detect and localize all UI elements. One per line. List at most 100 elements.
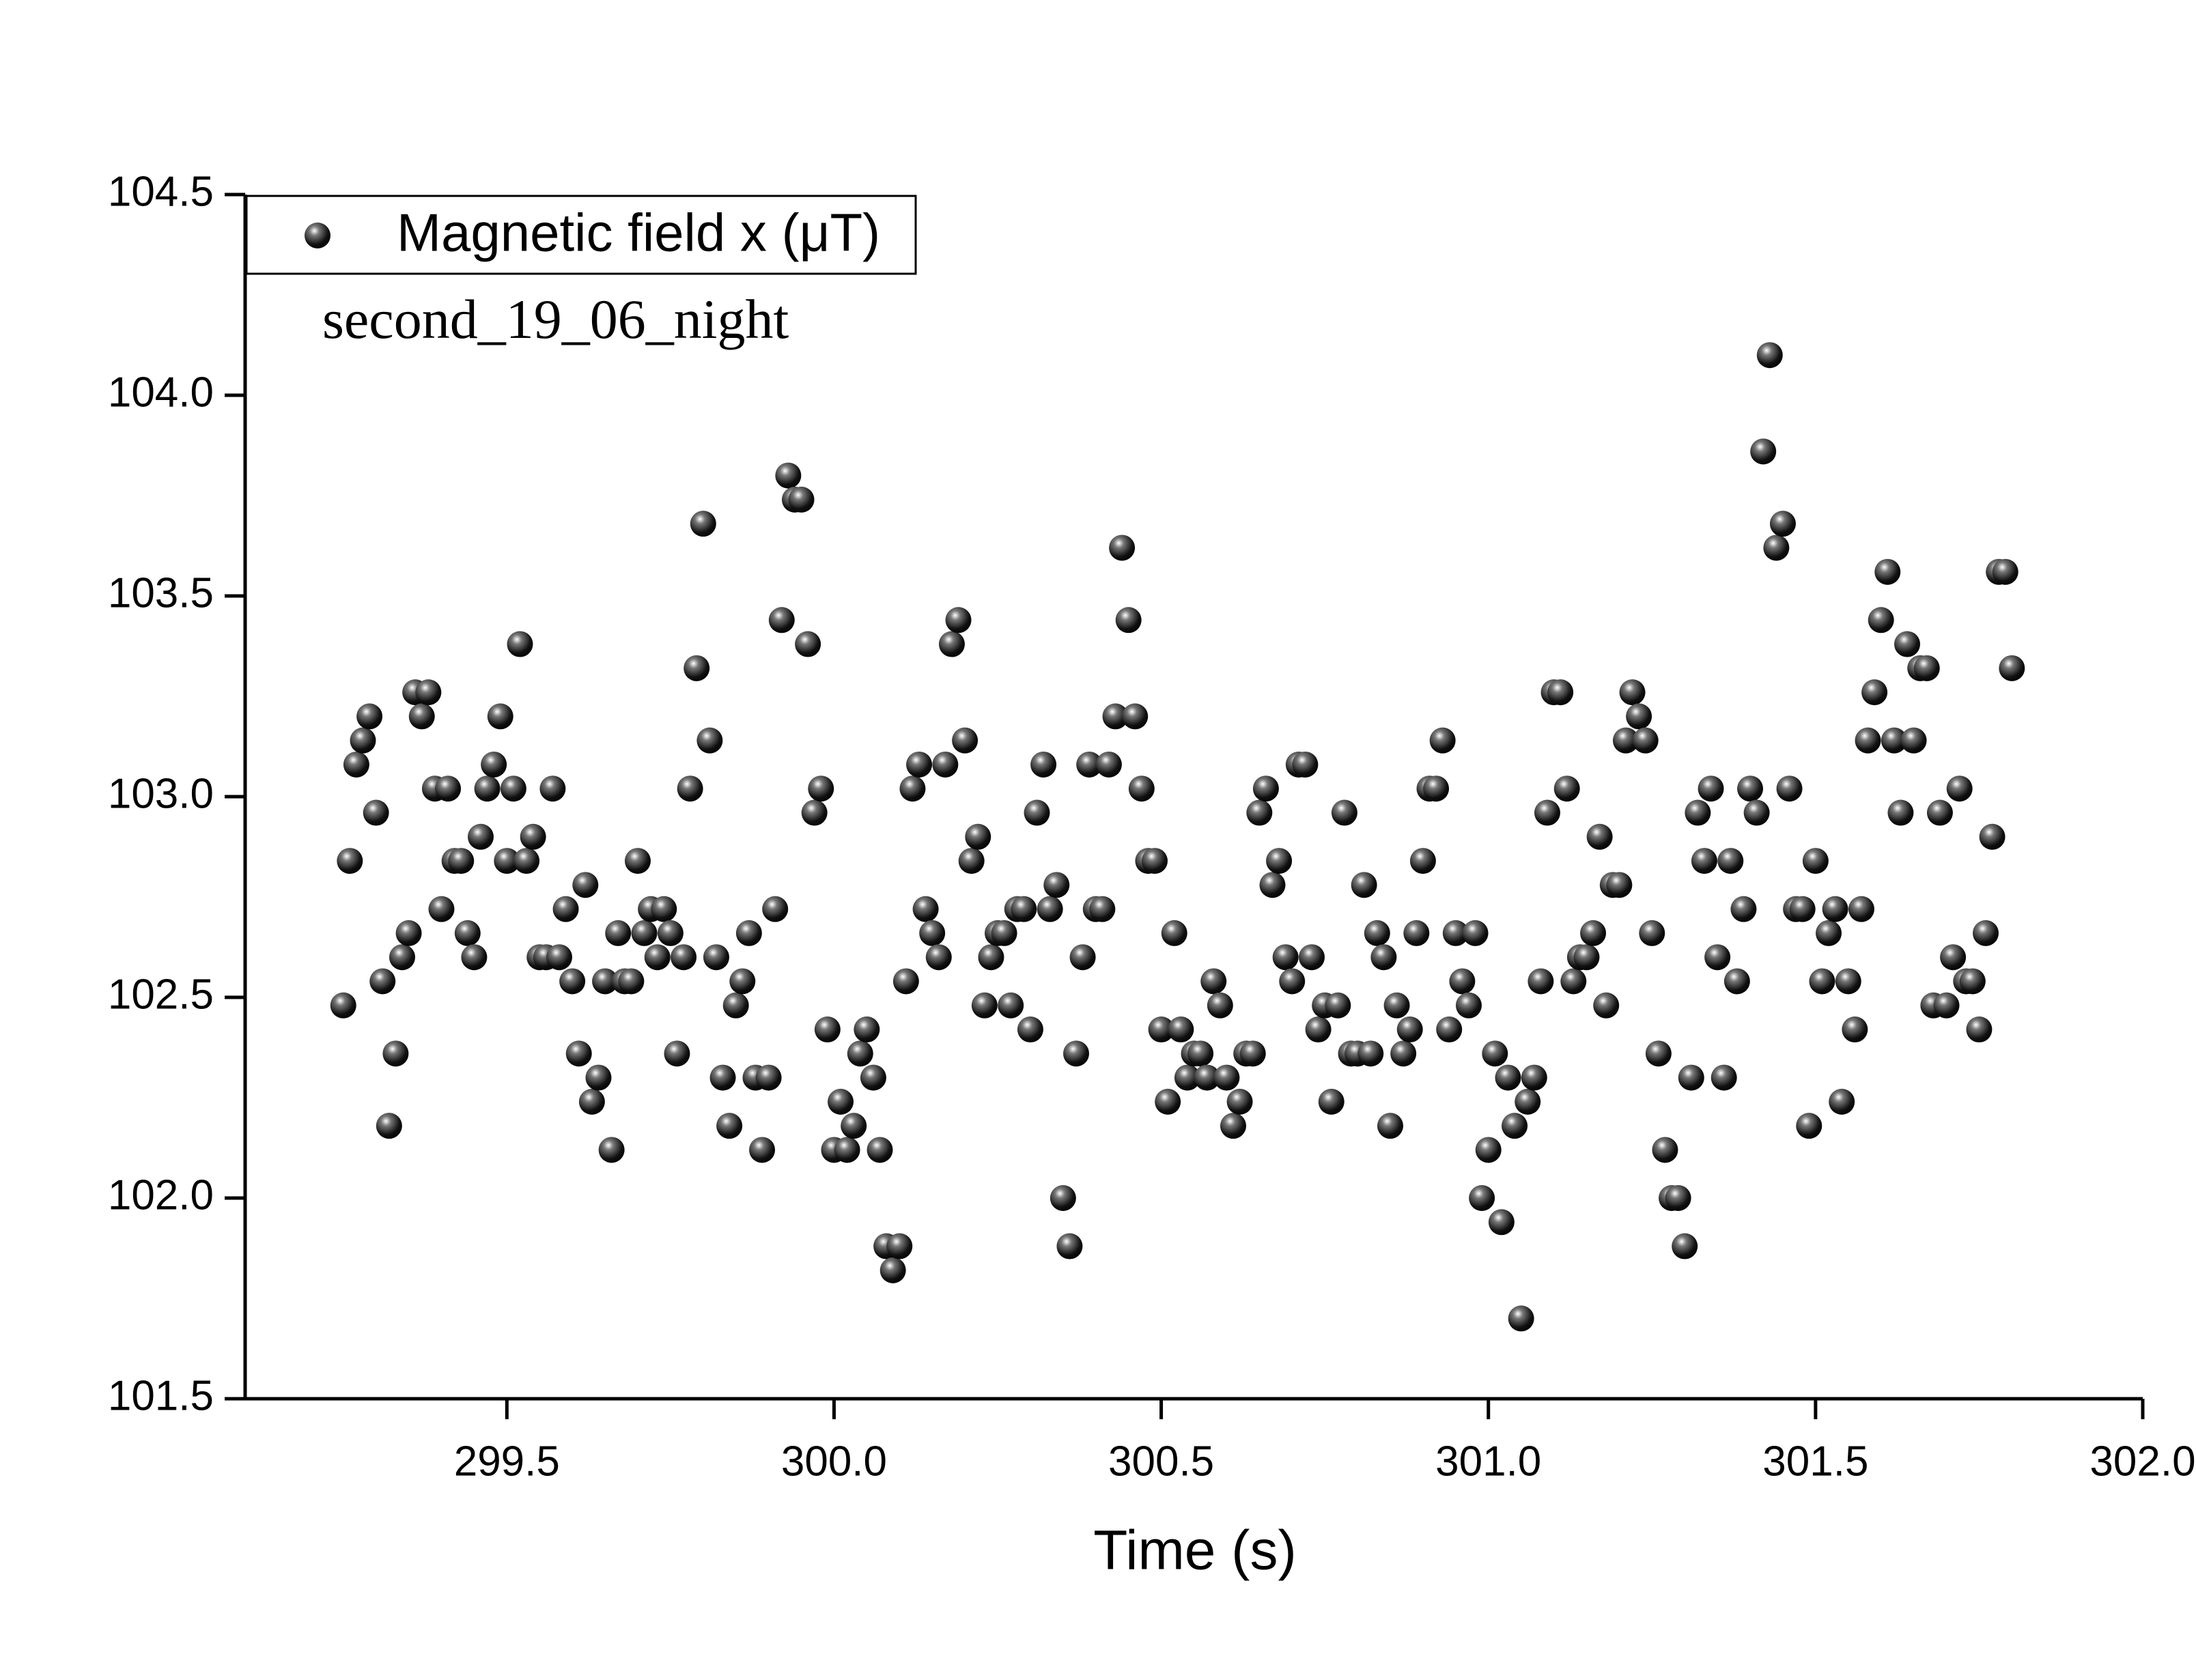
- data-point: [363, 799, 389, 826]
- data-point: [481, 751, 507, 778]
- data-point: [1973, 920, 1999, 946]
- data-point: [1874, 558, 1901, 585]
- data-point: [395, 920, 422, 946]
- data-point: [605, 920, 632, 946]
- data-point: [428, 896, 455, 922]
- data-point: [350, 727, 376, 754]
- data-point: [906, 751, 933, 778]
- data-point: [879, 1257, 906, 1283]
- data-point: [487, 703, 513, 730]
- data-point: [1796, 1113, 1822, 1139]
- data-point: [572, 872, 599, 898]
- data-point: [1940, 944, 1967, 971]
- data-point: [559, 968, 586, 995]
- data-point: [1455, 992, 1482, 1019]
- data-point: [755, 1064, 782, 1091]
- data-point: [1632, 727, 1659, 754]
- data-point: [1685, 799, 1711, 826]
- data-point: [945, 607, 972, 633]
- data-point: [1842, 1016, 1868, 1043]
- data-point: [1024, 799, 1050, 826]
- data-point: [991, 920, 1017, 946]
- data-point: [1802, 848, 1829, 874]
- data-point: [337, 848, 363, 874]
- data-point: [1789, 896, 1816, 922]
- data-point: [978, 944, 1004, 971]
- y-tick-label: 102.0: [108, 1171, 214, 1219]
- y-tick-label: 103.0: [108, 770, 214, 817]
- data-point: [867, 1137, 893, 1163]
- data-point: [664, 1040, 690, 1067]
- data-point: [1095, 751, 1122, 778]
- data-point: [919, 920, 946, 946]
- data-point: [886, 1233, 913, 1259]
- data-point: [729, 968, 756, 995]
- data-point: [1717, 848, 1744, 874]
- data-point: [415, 679, 442, 706]
- data-point: [1521, 1064, 1547, 1091]
- data-point: [1528, 968, 1554, 995]
- data-point: [1619, 679, 1646, 706]
- data-point: [1495, 1064, 1521, 1091]
- data-point: [1390, 1040, 1417, 1067]
- data-point: [578, 1088, 605, 1115]
- legend-marker: [305, 223, 330, 248]
- data-point: [1449, 968, 1476, 995]
- data-point: [1370, 944, 1397, 971]
- x-tick-label: 302.0: [2089, 1438, 2195, 1485]
- data-point: [998, 992, 1024, 1019]
- data-point: [435, 775, 462, 802]
- legend-box: [245, 195, 917, 275]
- data-point: [1861, 679, 1888, 706]
- data-point: [1626, 703, 1652, 730]
- data-point: [1704, 944, 1731, 971]
- data-point: [1030, 751, 1057, 778]
- data-point: [1763, 535, 1790, 561]
- data-point: [1017, 1016, 1043, 1043]
- data-point: [592, 968, 619, 995]
- data-point: [1409, 848, 1436, 874]
- data-point: [500, 775, 526, 802]
- data-point: [690, 511, 716, 537]
- data-point: [1553, 775, 1580, 802]
- data-point: [1488, 1209, 1515, 1236]
- data-point: [1573, 944, 1600, 971]
- data-point: [1351, 872, 1377, 898]
- data-point: [1534, 799, 1560, 826]
- data-point: [696, 727, 723, 754]
- data-point: [1881, 727, 1907, 754]
- data-point: [1226, 1088, 1253, 1115]
- data-point: [1979, 823, 2005, 850]
- data-point: [1776, 775, 1803, 802]
- data-point: [814, 1016, 841, 1043]
- x-tick-label: 301.0: [1435, 1438, 1541, 1485]
- data-point: [651, 896, 677, 922]
- legend-label: Magnetic field x (μT): [397, 203, 880, 263]
- data-point: [1913, 655, 1940, 681]
- data-point: [1252, 775, 1279, 802]
- data-point: [369, 968, 396, 995]
- data-point: [454, 920, 481, 946]
- x-tick-label: 300.0: [781, 1438, 887, 1485]
- data-point: [1011, 896, 1037, 922]
- data-point: [1436, 1016, 1463, 1043]
- data-point: [1723, 968, 1750, 995]
- data-point: [808, 775, 834, 802]
- data-point: [389, 944, 415, 971]
- y-tick-label: 104.5: [108, 168, 214, 215]
- data-point: [1933, 992, 1960, 1019]
- data-point: [1966, 1016, 1993, 1043]
- data-point: [749, 1137, 776, 1163]
- x-tick-label: 301.5: [1762, 1438, 1868, 1485]
- data-point: [768, 607, 795, 633]
- data-point: [657, 920, 684, 946]
- data-point: [1155, 1088, 1181, 1115]
- data-point: [330, 992, 356, 1019]
- data-point: [1645, 1040, 1672, 1067]
- data-point: [1318, 1088, 1345, 1115]
- data-point: [448, 848, 475, 874]
- data-point: [474, 775, 501, 802]
- data-point: [1698, 775, 1724, 802]
- data-point: [598, 1137, 625, 1163]
- data-point: [1168, 1016, 1194, 1043]
